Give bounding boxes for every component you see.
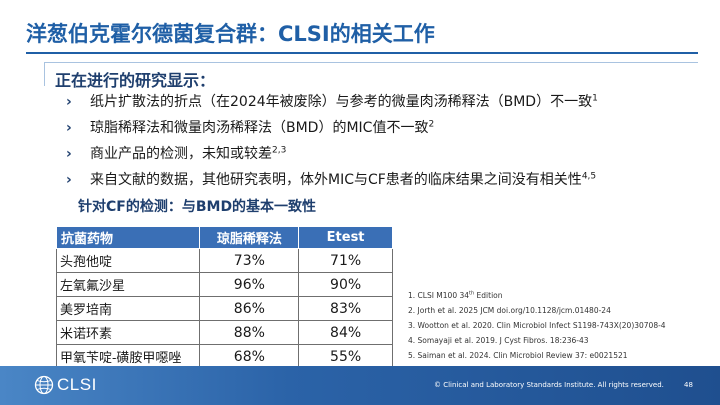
chevron-right-icon: › (66, 94, 72, 110)
reference-item: 4. Somayaji et al. 2019. J Cyst Fibros. … (408, 333, 718, 348)
drug-name-cell: 左氧氟沙星 (55, 272, 201, 297)
etest-cell: 84% (298, 320, 393, 345)
reference-text: 1. CLSI M100 34 (408, 291, 470, 300)
citation-marker: 4,5 (581, 171, 597, 182)
section-subtitle: 正在进行的研究显示： (55, 71, 216, 90)
bullet-item: › 商业产品的检测，未知或较差2,3 (66, 144, 706, 170)
table-row: 左氧氟沙星 96% 90% (55, 272, 393, 297)
reference-item: 2. Jorth et al. 2025 JCM doi.org/10.1128… (408, 303, 718, 318)
reference-item: 3. Wootton et al. 2020. Clin Microbiol I… (408, 318, 718, 333)
bullet-item: › 来自文献的数据，其他研究表明，体外MIC与CF患者的临床结果之间没有相关性4… (66, 170, 706, 196)
citation-marker: 1 (592, 93, 598, 104)
reference-text: 4. Somayaji et al. 2019. J Cyst Fibros. … (408, 336, 589, 345)
globe-icon (34, 375, 54, 395)
footer-bar (0, 366, 720, 405)
clsi-logo: CLSI (34, 374, 97, 396)
drug-name-cell: 美罗培南 (55, 296, 201, 321)
table-row: 米诺环素 88% 84% (55, 320, 393, 345)
agar-dilution-cell: 88% (199, 320, 300, 345)
agar-dilution-cell: 86% (199, 296, 300, 321)
bullet-item: › 琼脂稀释法和微量肉汤稀释法（BMD）的MIC值不一致2 (66, 118, 706, 144)
logo-text: CLSI (57, 375, 97, 394)
reference-text: 5. Saiman et al. 2024. Clin Microbiol Re… (408, 351, 628, 360)
reference-list: 1. CLSI M100 34th Edition 2. Jorth et al… (408, 288, 718, 363)
column-header-drug: 抗菌药物 (55, 226, 201, 249)
chevron-right-icon: › (66, 120, 72, 136)
bullet-text: 来自文献的数据，其他研究表明，体外MIC与CF患者的临床结果之间没有相关性 (90, 172, 582, 188)
reference-text: 3. Wootton et al. 2020. Clin Microbiol I… (408, 321, 666, 330)
reference-text-suffix: Edition (474, 291, 503, 300)
etest-cell: 71% (298, 248, 393, 273)
citation-marker: 2,3 (272, 145, 287, 156)
column-header-etest: Etest (298, 226, 393, 249)
bullet-item: › 纸片扩散法的折点（在2024年被废除）与参考的微量肉汤稀释法（BMD）不一致… (66, 92, 706, 118)
agreement-table: 抗菌药物 琼脂稀释法 Etest 头孢他啶 73% 71% 左氧氟沙星 96% … (55, 226, 393, 369)
citation-marker: 2 (428, 119, 435, 130)
agar-dilution-cell: 73% (199, 248, 300, 273)
slide-title: 洋葱伯克霍尔德菌复合群：CLSI的相关工作 (26, 22, 435, 46)
bullet-text: 琼脂稀释法和微量肉汤稀释法（BMD）的MIC值不一致 (90, 120, 429, 136)
bullet-text: 商业产品的检测，未知或较差 (90, 146, 272, 162)
etest-cell: 55% (298, 344, 393, 369)
drug-name-cell: 米诺环素 (55, 320, 201, 345)
chevron-right-icon: › (66, 172, 72, 188)
copyright-notice: © Clinical and Laboratory Standards Inst… (434, 381, 664, 389)
drug-name-cell: 头孢他啶 (55, 248, 201, 273)
bullet-text: 纸片扩散法的折点（在2024年被废除）与参考的微量肉汤稀释法（BMD）不一致 (90, 94, 593, 110)
column-header-agar-dilution: 琼脂稀释法 (199, 226, 300, 249)
table-row: 美罗培南 86% 83% (55, 296, 393, 321)
chevron-right-icon: › (66, 146, 72, 162)
etest-cell: 90% (298, 272, 393, 297)
reference-text: 2. Jorth et al. 2025 JCM doi.org/10.1128… (408, 306, 611, 315)
agar-dilution-cell: 96% (199, 272, 300, 297)
table-row: 头孢他啶 73% 71% (55, 248, 393, 273)
table-row: 甲氧苄啶-磺胺甲噁唑 68% 55% (55, 344, 393, 369)
etest-cell: 83% (298, 296, 393, 321)
subtitle-frame: 正在进行的研究显示： (44, 62, 698, 90)
reference-item: 1. CLSI M100 34th Edition (408, 288, 718, 303)
reference-superscript: th (469, 290, 475, 297)
agar-dilution-cell: 68% (199, 344, 300, 369)
page-number: 48 (684, 381, 693, 389)
reference-item: 5. Saiman et al. 2024. Clin Microbiol Re… (408, 348, 718, 363)
table-caption: 针对CF的检测：与BMD的基本一致性 (78, 199, 317, 215)
table-header-row: 抗菌药物 琼脂稀释法 Etest (55, 226, 393, 249)
bullet-list: › 纸片扩散法的折点（在2024年被废除）与参考的微量肉汤稀释法（BMD）不一致… (66, 92, 706, 196)
title-divider (26, 52, 698, 54)
drug-name-cell: 甲氧苄啶-磺胺甲噁唑 (55, 344, 201, 369)
